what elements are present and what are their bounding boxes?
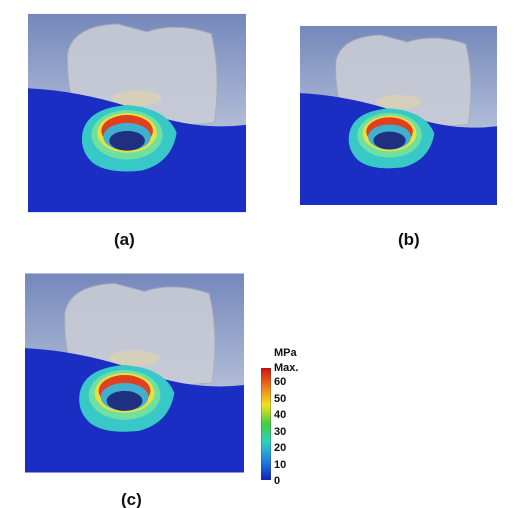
legend-tick-label: 10: [274, 459, 286, 471]
panel-image: [25, 268, 244, 478]
panel-image: [300, 13, 497, 218]
legend-tick-label: 50: [274, 393, 286, 405]
colorbar: [261, 368, 271, 480]
legend-tick-label: 0: [274, 475, 280, 487]
legend-tick-label: 20: [274, 442, 286, 454]
panel-label: (b): [398, 230, 420, 250]
legend-tick-label: 30: [274, 426, 286, 438]
legend-tick-label: 60: [274, 376, 286, 388]
legend-max: Max.: [274, 362, 298, 374]
panel-label: (c): [121, 490, 142, 508]
legend-unit: MPa: [274, 347, 297, 359]
panel-label: (a): [114, 230, 135, 250]
legend-tick-label: 40: [274, 409, 286, 421]
panel-image: [28, 13, 246, 213]
figure: (a) (b) (c) MPa Max. 60 50 40 30 20 10 0: [0, 0, 515, 508]
